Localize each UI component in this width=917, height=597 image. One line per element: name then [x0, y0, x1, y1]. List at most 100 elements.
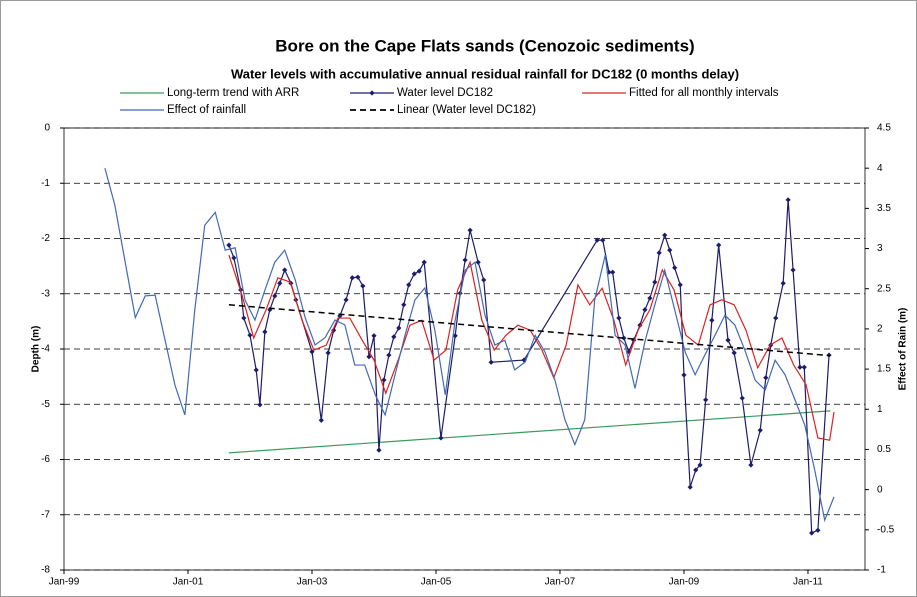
point-marker	[421, 259, 427, 265]
series-line	[228, 254, 835, 441]
y2-tick-label: 2	[877, 324, 883, 335]
point-marker	[521, 357, 527, 363]
y2-tick-label: 4.5	[877, 123, 891, 134]
y-tick-label: -3	[41, 288, 50, 299]
y-tick-label: -7	[41, 509, 50, 520]
point-marker	[309, 349, 315, 355]
y2-tick-label: 1	[877, 404, 883, 415]
y-tick-label: 0	[44, 123, 50, 134]
x-tick-label: Jan-09	[669, 577, 700, 588]
y-tick-label: -8	[41, 565, 50, 576]
plot-frame	[63, 127, 866, 571]
point-marker	[797, 364, 803, 370]
point-marker	[709, 317, 715, 323]
series-line	[228, 410, 831, 454]
point-marker	[647, 295, 653, 301]
point-marker	[662, 232, 668, 238]
point-marker	[616, 315, 622, 321]
point-marker	[376, 447, 382, 453]
point-marker	[687, 484, 693, 490]
point-marker	[371, 333, 377, 339]
y2-axis-label: Effect of Rain (m)	[898, 308, 909, 391]
point-marker	[677, 282, 683, 288]
point-marker	[381, 377, 387, 383]
point-marker	[343, 297, 349, 303]
legend-label: Water level DC182	[397, 87, 493, 99]
point-marker	[815, 527, 821, 533]
point-marker	[452, 333, 458, 339]
legend-label: Fitted for all monthly intervals	[629, 87, 779, 99]
point-marker	[231, 255, 237, 261]
point-marker	[325, 350, 331, 356]
point-marker	[366, 354, 372, 360]
y-tick-label: -4	[41, 344, 50, 355]
point-marker	[272, 293, 278, 299]
point-marker	[416, 268, 422, 274]
point-marker	[656, 250, 662, 256]
point-marker	[247, 332, 253, 338]
y2-tick-label: 3.5	[877, 203, 891, 214]
x-tick-label: Jan-07	[545, 577, 576, 588]
point-marker	[667, 247, 673, 253]
point-marker	[672, 265, 678, 271]
point-marker	[360, 283, 366, 289]
legend-label: Linear (Water level DC182)	[397, 104, 536, 116]
point-marker	[809, 530, 815, 536]
point-marker	[693, 467, 699, 473]
point-marker	[355, 274, 361, 280]
y-axis-label: Depth (m)	[31, 326, 42, 373]
point-marker	[785, 197, 791, 203]
point-marker	[481, 277, 487, 283]
chart-subtitle: Water levels with accumulative annual re…	[231, 66, 739, 81]
point-marker	[773, 315, 779, 321]
y2-tick-label: 2.5	[877, 283, 891, 294]
y2-tick-label: -0.5	[877, 524, 895, 535]
point-marker	[257, 402, 263, 408]
point-marker	[801, 364, 807, 370]
legend-label: Long-term trend with ARR	[167, 87, 299, 99]
point-marker	[642, 307, 648, 313]
point-marker	[600, 237, 606, 243]
point-marker	[780, 280, 786, 286]
point-marker	[748, 462, 754, 468]
point-marker	[267, 307, 273, 313]
point-marker	[438, 435, 444, 441]
point-marker	[697, 462, 703, 468]
point-marker	[411, 271, 417, 277]
y2-tick-label: 1.5	[877, 364, 891, 375]
point-marker	[757, 427, 763, 433]
series-line	[228, 304, 831, 357]
x-tick-label: Jan-01	[173, 577, 204, 588]
point-marker	[253, 367, 259, 373]
point-marker	[391, 334, 397, 340]
y2-tick-label: 0.5	[877, 444, 891, 455]
point-marker	[462, 257, 468, 263]
point-marker	[277, 280, 283, 286]
point-marker	[790, 267, 796, 273]
legend-marker	[369, 90, 375, 96]
chart-title: Bore on the Cape Flats sands (Cenozoic s…	[275, 36, 694, 55]
point-marker	[703, 397, 709, 403]
y-tick-label: -1	[41, 178, 50, 189]
point-marker	[406, 282, 412, 288]
point-marker	[488, 359, 494, 365]
point-marker	[631, 337, 637, 343]
legend-label: Effect of rainfall	[167, 104, 246, 116]
y-tick-label: -6	[41, 454, 50, 465]
y2-tick-label: 0	[877, 484, 883, 495]
point-marker	[716, 242, 722, 248]
point-marker	[475, 259, 481, 265]
point-marker	[594, 237, 600, 243]
point-marker	[621, 335, 627, 341]
x-tick-label: Jan-99	[49, 577, 80, 588]
point-marker	[681, 372, 687, 378]
point-marker	[386, 352, 392, 358]
point-marker	[226, 242, 232, 248]
point-marker	[731, 350, 737, 356]
point-marker	[652, 279, 658, 285]
point-marker	[739, 395, 745, 401]
y2-tick-label: 4	[877, 163, 883, 174]
